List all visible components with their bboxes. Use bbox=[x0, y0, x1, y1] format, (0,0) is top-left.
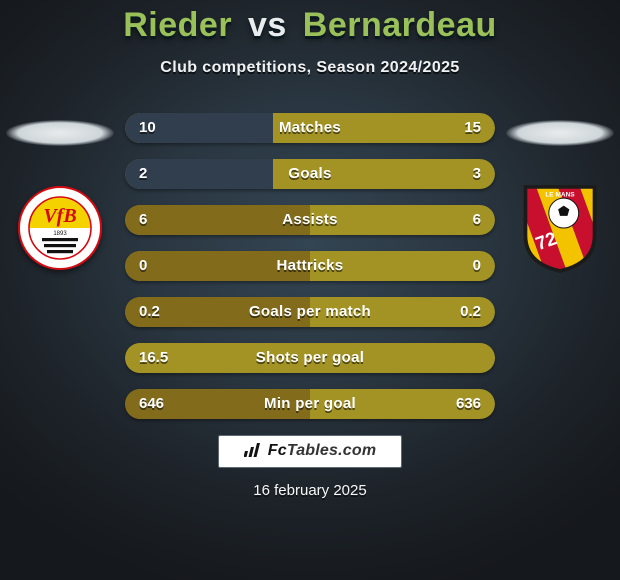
footer-date: 16 february 2025 bbox=[0, 482, 620, 499]
stat-value-left: 0.2 bbox=[139, 297, 160, 327]
stat-value-right: 0 bbox=[473, 251, 481, 281]
left-team-crest: VfB 1893 bbox=[18, 186, 102, 270]
left-team-column: VfB 1893 bbox=[0, 120, 120, 270]
stat-label: Hattricks bbox=[125, 251, 495, 281]
svg-text:LE MANS: LE MANS bbox=[545, 191, 575, 198]
stat-row: Goals2 3 bbox=[125, 159, 495, 189]
right-player-silhouette bbox=[506, 120, 614, 146]
stat-value-right: 6 bbox=[473, 205, 481, 235]
stat-value-left: 0 bbox=[139, 251, 147, 281]
stat-row: Goals per match0.2 0.2 bbox=[125, 297, 495, 327]
title-player2: Bernardeau bbox=[303, 6, 497, 44]
stat-row: Shots per goal16.5 bbox=[125, 343, 495, 373]
page-title: Rieder vs Bernardeau bbox=[0, 0, 620, 45]
stat-row: Hattricks0 0 bbox=[125, 251, 495, 281]
stat-value-left: 10 bbox=[139, 113, 156, 143]
fctables-brand-text: FcTables.com bbox=[268, 442, 377, 459]
stats-panel: Matches10 15 Goals2 3 Assists6 6 Hattricks0 0 Go… bbox=[125, 113, 495, 419]
title-vs: vs bbox=[248, 6, 287, 44]
svg-text:VfB: VfB bbox=[43, 205, 76, 227]
stat-value-left: 2 bbox=[139, 159, 147, 189]
stat-value-right: 3 bbox=[473, 159, 481, 189]
right-team-column: 72 LE MANS bbox=[500, 120, 620, 270]
stat-label: Goals bbox=[125, 159, 495, 189]
stat-value-left: 6 bbox=[139, 205, 147, 235]
stat-row: Assists6 6 bbox=[125, 205, 495, 235]
brand-prefix: Fc bbox=[268, 442, 287, 459]
stat-label: Matches bbox=[125, 113, 495, 143]
stat-label: Shots per goal bbox=[125, 343, 495, 373]
lemans-crest-icon: 72 LE MANS bbox=[518, 180, 602, 276]
fctables-watermark: FcTables.com bbox=[218, 435, 402, 468]
right-team-crest: 72 LE MANS bbox=[518, 186, 602, 270]
stat-value-right: 0.2 bbox=[460, 297, 481, 327]
stat-row: Matches10 15 bbox=[125, 113, 495, 143]
stat-label: Min per goal bbox=[125, 389, 495, 419]
fctables-bars-icon bbox=[244, 443, 262, 462]
subtitle: Club competitions, Season 2024/2025 bbox=[0, 59, 620, 77]
stat-value-right: 636 bbox=[456, 389, 481, 419]
stat-row: Min per goal646 636 bbox=[125, 389, 495, 419]
stat-label: Goals per match bbox=[125, 297, 495, 327]
title-player1: Rieder bbox=[123, 6, 232, 44]
stat-value-left: 16.5 bbox=[139, 343, 168, 373]
stat-value-left: 646 bbox=[139, 389, 164, 419]
left-player-silhouette bbox=[6, 120, 114, 146]
svg-text:1893: 1893 bbox=[53, 231, 67, 237]
brand-suffix: Tables.com bbox=[287, 442, 376, 459]
vfb-crest-icon: VfB 1893 bbox=[18, 186, 102, 270]
stat-value-right: 15 bbox=[464, 113, 481, 143]
stat-label: Assists bbox=[125, 205, 495, 235]
